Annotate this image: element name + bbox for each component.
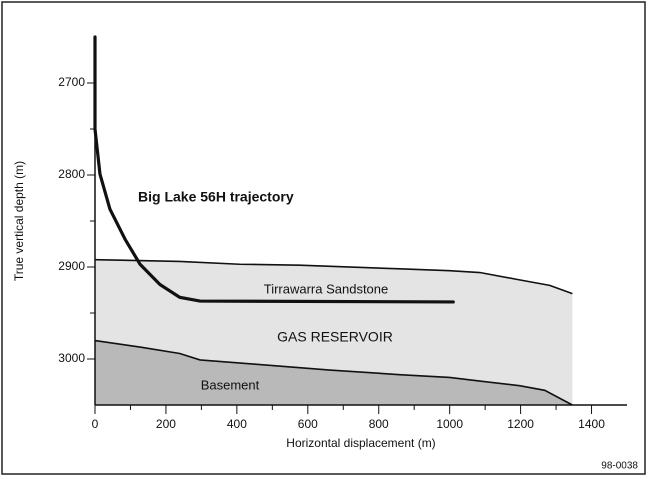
x-tick-label: 400 — [227, 417, 247, 431]
page: 0 200 400 600 800 1000 1200 1400 2700 2800 2900 300… — [0, 0, 648, 482]
y-tick-label: 2700 — [58, 75, 85, 89]
annotation: Tirrawarra Sandstone — [264, 281, 389, 296]
x-tick-label: 1400 — [578, 417, 605, 431]
x-tick-label: 1000 — [436, 417, 463, 431]
x-tick-label: 1200 — [507, 417, 534, 431]
x-tick-label: 600 — [298, 417, 318, 431]
x-tick-label: 800 — [369, 417, 389, 431]
annotation: GAS RESERVOIR — [277, 329, 393, 345]
y-tick-label: 3000 — [58, 351, 85, 365]
figure-id: 98-0038 — [601, 461, 638, 472]
x-tick-label: 0 — [92, 417, 99, 431]
trajectory-label: Big Lake 56H trajectory — [138, 189, 294, 205]
y-tick-label: 2800 — [58, 167, 85, 181]
annotation: Basement — [201, 377, 260, 392]
x-tick-label: 200 — [156, 417, 176, 431]
chart: 0 200 400 600 800 1000 1200 1400 2700 2800 2900 300… — [0, 0, 648, 477]
x-axis-title: Horizontal displacement (m) — [286, 436, 435, 450]
y-axis-title: True vertical depth (m) — [12, 161, 26, 281]
y-tick-label: 2900 — [58, 259, 85, 273]
